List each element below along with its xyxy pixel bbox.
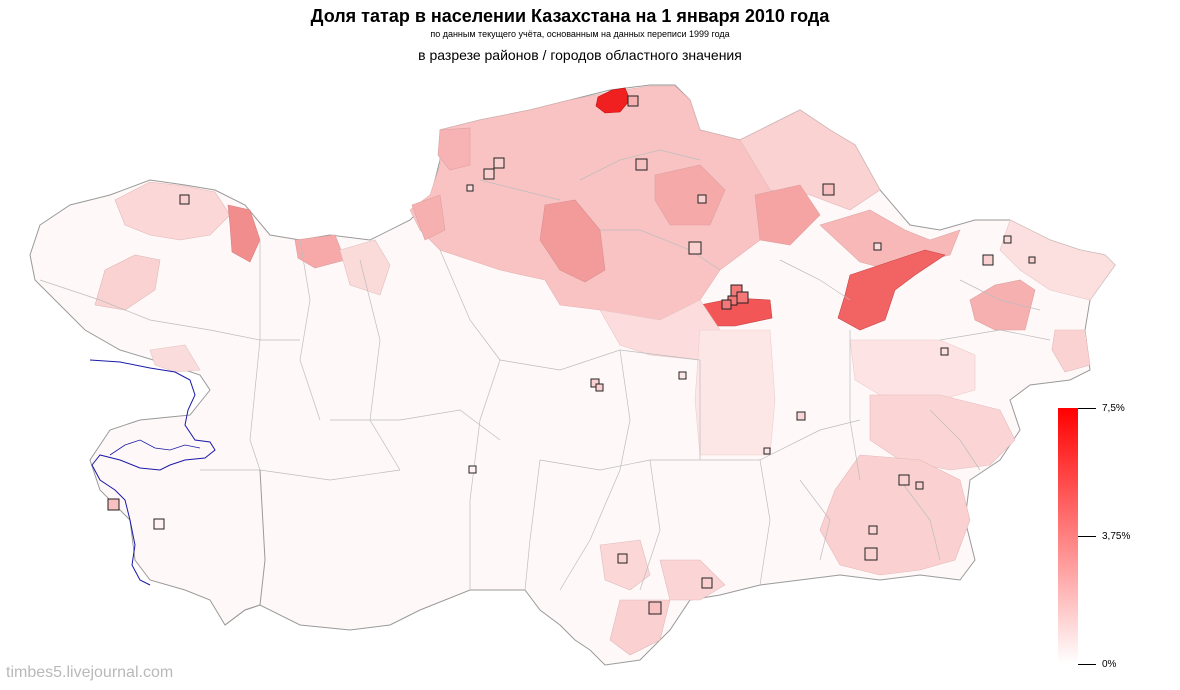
caspian-lake-outline	[109, 439, 201, 456]
city-marker	[873, 242, 882, 251]
city-marker	[1003, 235, 1012, 244]
district-boundaries	[39, 149, 1051, 591]
city-marker	[648, 601, 662, 615]
city-marker	[179, 194, 190, 205]
legend-tick-min	[1078, 664, 1096, 665]
city-marker	[590, 378, 600, 388]
city-marker	[468, 465, 477, 474]
city-marker	[796, 411, 806, 421]
city-marker	[940, 347, 949, 356]
map-title: Доля татар в населении Казахстана на 1 я…	[310, 6, 830, 26]
city-marker	[595, 383, 604, 392]
city-marker	[763, 447, 771, 455]
city-marker	[635, 158, 648, 171]
city-marker	[483, 168, 495, 180]
city-marker	[868, 525, 878, 535]
city-marker	[898, 474, 910, 486]
city-marker	[153, 518, 165, 530]
legend-min-label: 0%	[1102, 659, 1117, 670]
city-marker	[627, 95, 639, 107]
southwest-border	[224, 469, 266, 626]
caspian-coastline	[89, 359, 216, 586]
city-marker	[678, 371, 687, 380]
city-marker	[982, 254, 994, 266]
legend-max-label: 7,5%	[1102, 403, 1125, 414]
city-marker	[617, 553, 628, 564]
city-marker	[697, 194, 707, 204]
legend-tick-max	[1078, 408, 1096, 409]
city-marker	[864, 547, 878, 561]
map-subtitle-districts: в разрезе районов / городов областного з…	[418, 47, 742, 63]
city-markers	[107, 95, 1036, 615]
legend-mid-label: 3,75%	[1102, 531, 1131, 542]
city-marker	[107, 498, 120, 511]
city-marker	[822, 183, 835, 196]
city-marker	[688, 241, 702, 255]
city-marker	[736, 291, 749, 304]
legend-tick-mid	[1078, 536, 1096, 537]
district-shading	[94, 85, 1116, 656]
city-marker	[701, 577, 713, 589]
legend-color-ramp	[1058, 408, 1078, 664]
city-marker	[1028, 256, 1036, 264]
watermark: timbes5.livejournal.com	[6, 664, 174, 681]
city-marker	[493, 157, 505, 169]
city-marker	[721, 299, 732, 310]
map-subtitle: по данным текущего учёта, основанным на …	[430, 29, 730, 39]
city-marker	[466, 184, 474, 192]
city-marker	[915, 481, 924, 490]
